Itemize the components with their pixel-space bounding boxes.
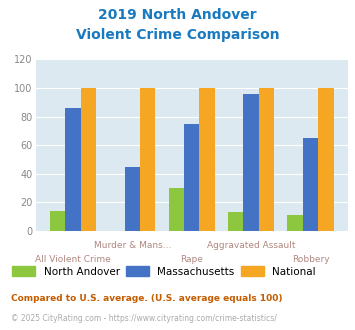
Bar (303, 138, 318, 231)
Text: Rape: Rape (180, 255, 203, 264)
Text: Aggravated Assault: Aggravated Assault (207, 241, 295, 250)
Bar (50, 211, 65, 231)
Text: Violent Crime Comparison: Violent Crime Comparison (76, 28, 279, 42)
Text: Compared to U.S. average. (U.S. average equals 100): Compared to U.S. average. (U.S. average … (11, 294, 282, 303)
Bar (65, 108, 81, 231)
Bar (287, 215, 303, 231)
Text: All Violent Crime: All Violent Crime (35, 255, 111, 264)
Bar (184, 124, 200, 231)
Legend: North Andover, Massachusetts, National: North Andover, Massachusetts, National (12, 266, 316, 277)
Bar (81, 88, 96, 231)
Bar (228, 213, 244, 231)
Bar (244, 94, 259, 231)
Bar (140, 88, 155, 231)
Text: © 2025 CityRating.com - https://www.cityrating.com/crime-statistics/: © 2025 CityRating.com - https://www.city… (11, 314, 277, 323)
Bar (125, 167, 140, 231)
Bar (259, 88, 274, 231)
Text: Robbery: Robbery (292, 255, 329, 264)
Text: 2019 North Andover: 2019 North Andover (98, 8, 257, 22)
Bar (169, 188, 184, 231)
Bar (318, 88, 334, 231)
Bar (200, 88, 215, 231)
Text: Murder & Mans...: Murder & Mans... (94, 241, 171, 250)
